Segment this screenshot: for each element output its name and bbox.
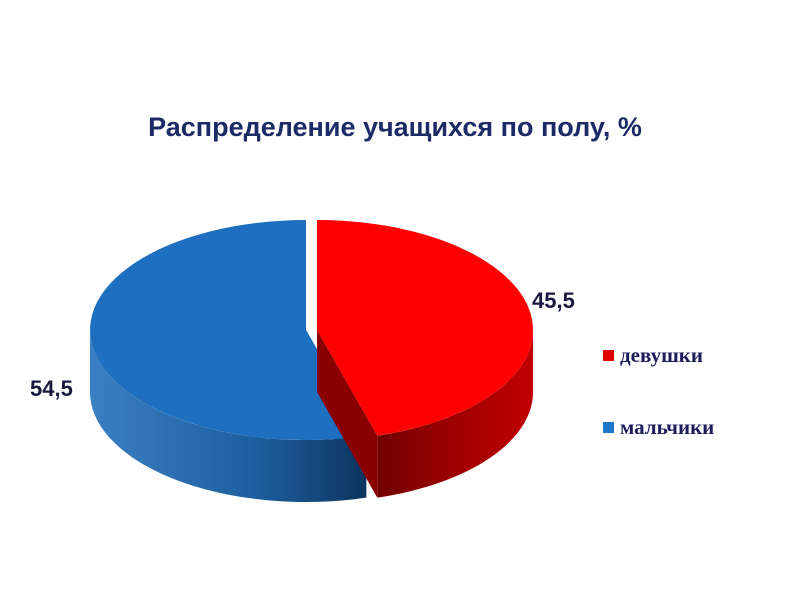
- chart-title: Распределение учащихся по полу, %: [148, 112, 642, 142]
- legend-label: мальчики: [620, 415, 715, 439]
- legend-item-girls: девушки: [603, 343, 703, 368]
- slice-top-девушки: [317, 220, 533, 436]
- slice-side-мальчики: [90, 330, 367, 502]
- slice-top-мальчики: [90, 220, 367, 440]
- legend-item-boys: мальчики: [603, 415, 714, 440]
- data-label-boys: 54,5: [30, 376, 73, 401]
- legend-swatch-girls: [603, 350, 614, 361]
- legend-swatch-boys: [603, 422, 614, 433]
- data-label-girls: 45,5: [532, 288, 575, 313]
- legend-label: девушки: [620, 343, 703, 367]
- slice-side-девушки: [377, 330, 533, 498]
- slice-cut-face-девушки: [317, 330, 378, 498]
